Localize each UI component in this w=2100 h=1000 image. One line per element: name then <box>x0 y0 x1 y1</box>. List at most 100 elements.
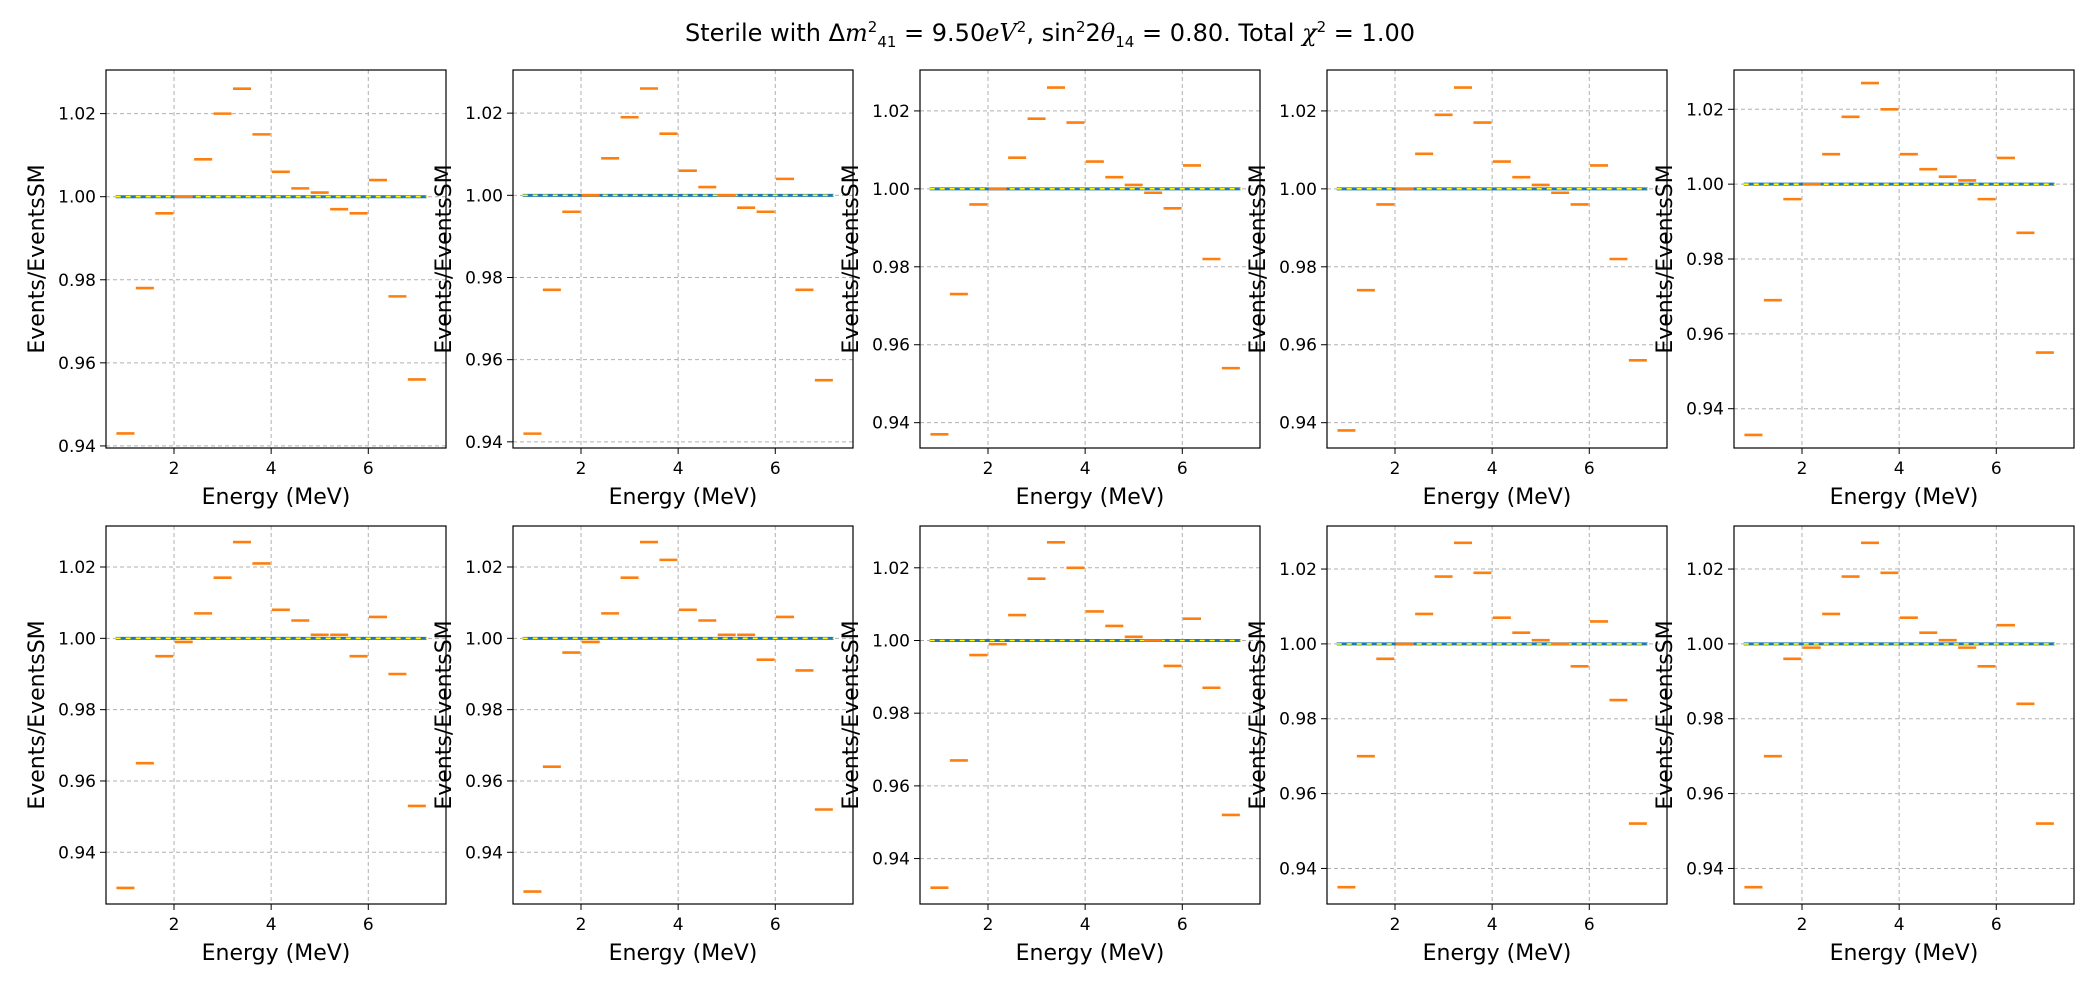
y-axis-label: Events/EventsSM <box>25 620 50 809</box>
subplot-10: 2 4 6 0.94 0.96 0.98 1.00 1.02 Energy (MeV) Event… <box>1653 525 2075 966</box>
y-tick-label: 1.00 <box>1686 635 1724 655</box>
y-tick-label: 0.94 <box>465 433 503 453</box>
y-tick-label: 0.98 <box>58 701 96 721</box>
sin-value: 0.80 <box>1169 19 1224 47</box>
x-tick-label: 6 <box>1177 915 1188 935</box>
x-axis-label: Energy (MeV) <box>1016 485 1165 510</box>
x-tick-label: 4 <box>266 915 277 935</box>
subplot-6: 2 4 6 0.94 0.96 0.98 1.00 1.02 Energy (MeV) Event… <box>25 525 447 966</box>
chi-label: . Total χ2 = <box>1223 18 1362 47</box>
x-tick-label: 2 <box>983 915 994 935</box>
x-tick-label: 6 <box>770 459 781 479</box>
y-tick-label: 1.02 <box>1686 100 1724 120</box>
y-tick-label: 0.94 <box>58 843 96 863</box>
x-tick-label: 6 <box>1177 459 1188 479</box>
dm-symbol: Δm241 = <box>828 18 932 51</box>
x-tick-label: 4 <box>1894 915 1905 935</box>
x-tick-label: 2 <box>576 915 587 935</box>
x-tick-label: 2 <box>1797 459 1808 479</box>
y-axis-label: Events/EventsSM <box>1246 620 1271 809</box>
x-axis-label: Energy (MeV) <box>1016 941 1165 966</box>
y-tick-label: 0.94 <box>58 437 96 457</box>
x-axis-label: Energy (MeV) <box>609 941 758 966</box>
x-tick-label: 4 <box>1487 459 1498 479</box>
y-tick-label: 1.00 <box>1279 635 1317 655</box>
y-tick-label: 1.02 <box>58 558 96 578</box>
y-tick-label: 1.00 <box>58 629 96 649</box>
x-axis-label: Energy (MeV) <box>609 485 758 510</box>
axes-frame <box>919 525 1261 905</box>
y-axis-label: Events/EventsSM <box>25 164 50 353</box>
y-tick-label: 1.00 <box>872 631 910 651</box>
y-tick-label: 1.02 <box>465 558 503 578</box>
y-tick-label: 1.02 <box>872 559 910 579</box>
y-tick-label: 1.02 <box>1686 560 1724 580</box>
y-tick-label: 0.96 <box>58 354 96 374</box>
y-tick-label: 0.96 <box>872 336 910 356</box>
x-tick-label: 6 <box>1991 459 2002 479</box>
y-tick-label: 1.02 <box>1279 102 1317 122</box>
y-tick-label: 0.98 <box>58 271 96 291</box>
x-tick-label: 4 <box>1080 459 1091 479</box>
x-tick-label: 2 <box>1797 915 1808 935</box>
axes-frame <box>105 69 447 449</box>
x-tick-label: 4 <box>1487 915 1498 935</box>
x-axis-label: Energy (MeV) <box>1830 941 1979 966</box>
y-axis-label: Events/EventsSM <box>432 620 457 809</box>
subplot-7: 2 4 6 0.94 0.96 0.98 1.00 1.02 Energy (MeV) Event… <box>432 525 854 966</box>
y-tick-label: 1.00 <box>465 186 503 206</box>
y-tick-label: 0.96 <box>872 777 910 797</box>
axes-frame <box>1326 69 1668 449</box>
x-tick-label: 6 <box>1584 915 1595 935</box>
x-tick-label: 4 <box>1894 459 1905 479</box>
axes-frame <box>1733 525 2075 905</box>
x-axis-label: Energy (MeV) <box>1423 485 1572 510</box>
x-tick-label: 2 <box>1390 915 1401 935</box>
y-tick-label: 1.02 <box>465 104 503 124</box>
y-tick-label: 1.02 <box>58 105 96 125</box>
y-axis-label: Events/EventsSM <box>1246 164 1271 353</box>
x-tick-label: 2 <box>983 459 994 479</box>
y-tick-label: 0.98 <box>1686 710 1724 730</box>
x-axis-label: Energy (MeV) <box>1830 485 1979 510</box>
figure-title: Sterile with Δm241 = 9.50eV2, sin22θ14 =… <box>0 18 2100 51</box>
y-tick-label: 0.98 <box>872 258 910 278</box>
y-tick-label: 1.00 <box>58 188 96 208</box>
dm-unit: eV2, sin22θ14 = <box>985 18 1170 51</box>
y-tick-label: 0.98 <box>872 704 910 724</box>
x-axis-label: Energy (MeV) <box>202 941 351 966</box>
y-tick-label: 0.94 <box>1686 400 1724 420</box>
subplot-1: 2 4 6 0.94 0.96 0.98 1.00 1.02 Energy (MeV) Event… <box>25 69 447 510</box>
x-tick-label: 6 <box>363 915 374 935</box>
chi-value: 1.00 <box>1361 19 1415 47</box>
subplot-3: 2 4 6 0.94 0.96 0.98 1.00 1.02 Energy (MeV) Event… <box>839 69 1261 510</box>
y-tick-label: 0.94 <box>465 843 503 863</box>
y-tick-label: 0.98 <box>465 701 503 721</box>
y-tick-label: 0.96 <box>1279 336 1317 356</box>
x-tick-label: 6 <box>770 915 781 935</box>
axes-frame <box>1326 525 1668 905</box>
subplot-2: 2 4 6 0.94 0.96 0.98 1.00 1.02 Energy (MeV) Event… <box>432 69 854 510</box>
y-axis-label: Events/EventsSM <box>1653 164 1678 353</box>
x-tick-label: 6 <box>363 459 374 479</box>
y-tick-label: 0.96 <box>465 351 503 371</box>
x-tick-label: 4 <box>1080 915 1091 935</box>
x-tick-label: 4 <box>266 459 277 479</box>
y-tick-label: 0.94 <box>872 850 910 870</box>
x-tick-label: 2 <box>1390 459 1401 479</box>
axes-frame <box>512 69 854 449</box>
x-tick-label: 6 <box>1584 459 1595 479</box>
y-tick-label: 1.00 <box>1686 175 1724 195</box>
y-tick-label: 1.00 <box>465 629 503 649</box>
y-tick-label: 0.96 <box>58 772 96 792</box>
x-tick-label: 2 <box>169 459 180 479</box>
y-tick-label: 0.94 <box>1279 414 1317 434</box>
y-tick-label: 0.96 <box>1279 785 1317 805</box>
y-tick-label: 0.98 <box>1686 250 1724 270</box>
axes-frame <box>512 525 854 905</box>
subplot-5: 2 4 6 0.94 0.96 0.98 1.00 1.02 Energy (MeV) Event… <box>1653 69 2075 510</box>
x-tick-label: 2 <box>576 459 587 479</box>
x-tick-label: 2 <box>169 915 180 935</box>
x-tick-label: 6 <box>1991 915 2002 935</box>
